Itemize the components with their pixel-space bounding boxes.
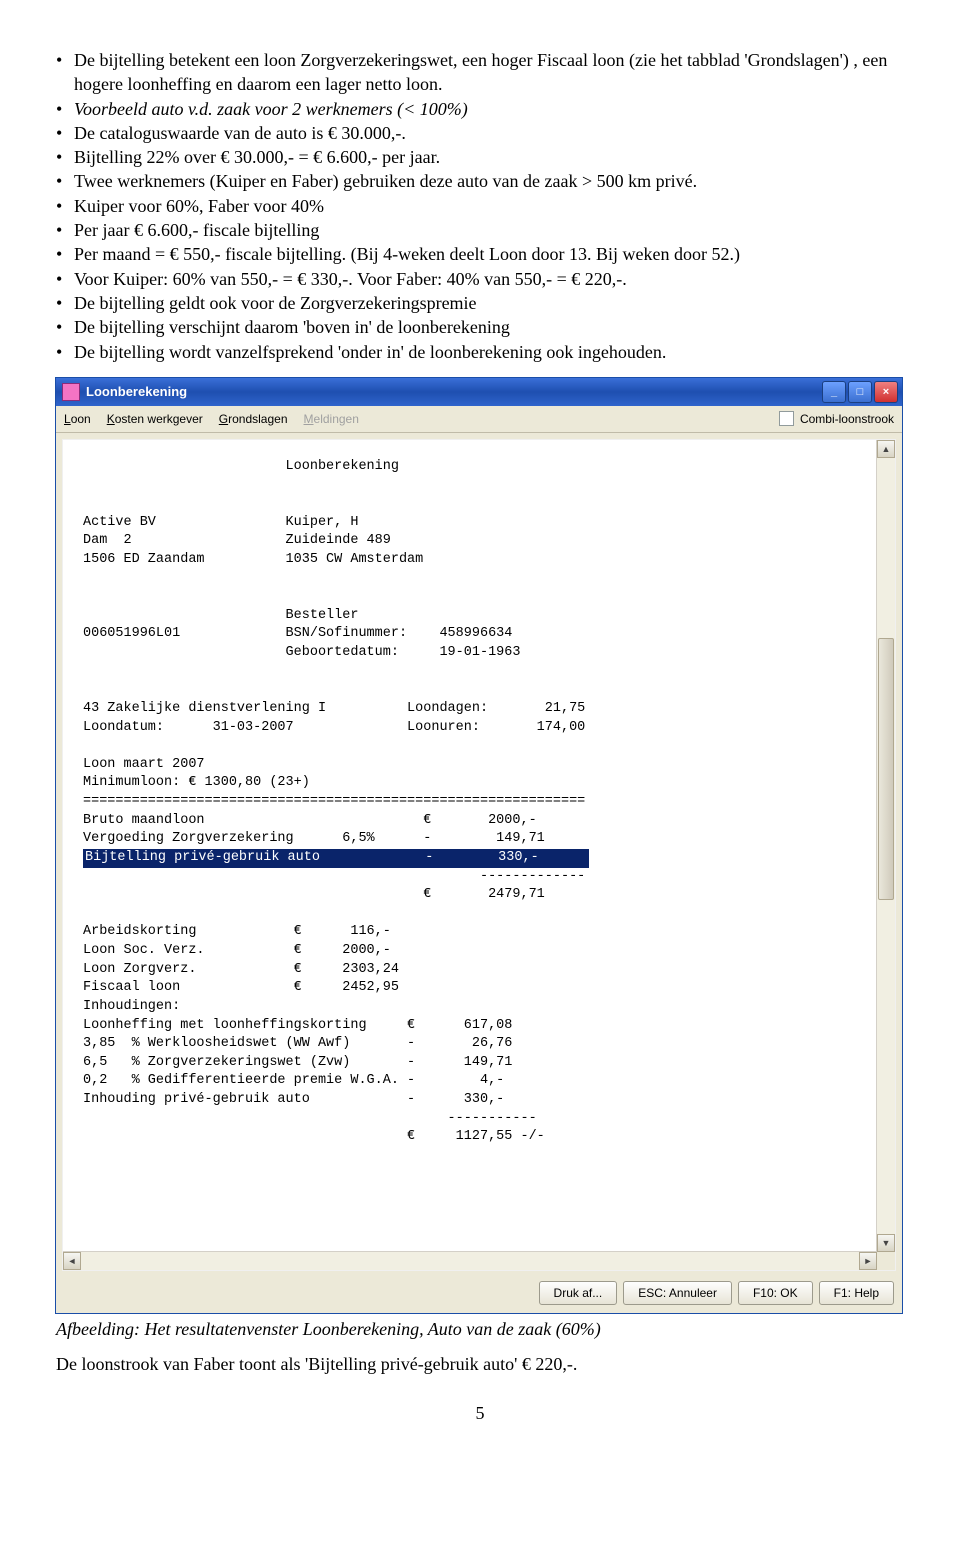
bullet-list: De bijtelling betekent een loon Zorgverz… — [56, 48, 904, 364]
button-row: Druk af... ESC: Annuleer F10: OK F1: Hel… — [56, 1277, 902, 1313]
bullet-item: Bijtelling 22% over € 30.000,- = € 6.600… — [56, 145, 904, 169]
help-button[interactable]: F1: Help — [819, 1281, 894, 1305]
hscroll-track[interactable] — [81, 1252, 859, 1270]
highlighted-row: Bijtelling privé-gebruik auto - 330,- — [83, 849, 589, 868]
combi-checkbox[interactable]: Combi-loonstrook — [779, 411, 894, 426]
ok-button[interactable]: F10: OK — [738, 1281, 813, 1305]
menubar: Loon Kosten werkgever Grondslagen Meldin… — [56, 406, 902, 433]
scroll-up-arrow[interactable]: ▲ — [877, 440, 895, 458]
report-area: Loonberekening Active BV Kuiper, H Dam 2… — [62, 439, 896, 1271]
page-number: 5 — [56, 1403, 904, 1424]
scroll-track[interactable] — [877, 458, 895, 1234]
bullet-item: De cataloguswaarde van de auto is € 30.0… — [56, 121, 904, 145]
minimize-button[interactable]: _ — [822, 381, 846, 403]
bullet-item: Per maand = € 550,- fiscale bijtelling. … — [56, 242, 904, 266]
scroll-down-arrow[interactable]: ▼ — [877, 1234, 895, 1252]
report-text: Loonberekening Active BV Kuiper, H Dam 2… — [63, 440, 895, 1155]
bullet-item: De bijtelling geldt ook voor de Zorgverz… — [56, 291, 904, 315]
bullet-item: De bijtelling verschijnt daarom 'boven i… — [56, 315, 904, 339]
figure-caption: Afbeelding: Het resultatenvenster Loonbe… — [56, 1319, 904, 1340]
titlebar: Loonberekening _ □ × — [56, 378, 902, 406]
maximize-button[interactable]: □ — [848, 381, 872, 403]
bullet-item: Per jaar € 6.600,- fiscale bijtelling — [56, 218, 904, 242]
combi-label: Combi-loonstrook — [800, 412, 894, 426]
horizontal-scrollbar[interactable]: ◄ ► — [63, 1251, 877, 1270]
bullet-item: Twee werknemers (Kuiper en Faber) gebrui… — [56, 169, 904, 193]
cancel-button[interactable]: ESC: Annuleer — [623, 1281, 732, 1305]
close-button[interactable]: × — [874, 381, 898, 403]
window-buttons: _ □ × — [822, 381, 898, 403]
tab-meldingen: Meldingen — [304, 412, 359, 426]
scroll-thumb[interactable] — [878, 638, 894, 900]
bullet-item: De bijtelling wordt vanzelfsprekend 'ond… — [56, 340, 904, 364]
tab-kosten[interactable]: Kosten werkgever — [107, 412, 203, 426]
scroll-corner — [877, 1252, 895, 1270]
tab-loon[interactable]: Loon — [64, 412, 91, 426]
bullet-item: De bijtelling betekent een loon Zorgverz… — [56, 48, 904, 97]
app-icon — [62, 383, 80, 401]
bullet-item: Kuiper voor 60%, Faber voor 40% — [56, 194, 904, 218]
bullet-item: Voor Kuiper: 60% van 550,- = € 330,-. Vo… — [56, 267, 904, 291]
bullet-item: Voorbeeld auto v.d. zaak voor 2 werkneme… — [56, 97, 904, 121]
checkbox-box — [779, 411, 794, 426]
scroll-right-arrow[interactable]: ► — [859, 1252, 877, 1270]
window-title: Loonberekening — [86, 384, 822, 399]
closing-paragraph: De loonstrook van Faber toont als 'Bijte… — [56, 1354, 904, 1375]
vertical-scrollbar[interactable]: ▲ ▼ — [876, 440, 895, 1252]
loonberekening-window: Loonberekening _ □ × Loon Kosten werkgev… — [56, 378, 902, 1313]
print-button[interactable]: Druk af... — [539, 1281, 618, 1305]
tab-grondslagen[interactable]: Grondslagen — [219, 412, 288, 426]
scroll-left-arrow[interactable]: ◄ — [63, 1252, 81, 1270]
